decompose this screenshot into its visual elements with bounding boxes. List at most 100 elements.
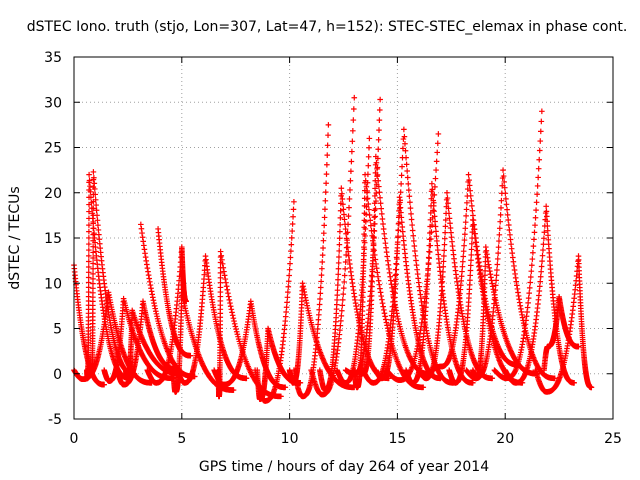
- data-point: [435, 131, 442, 137]
- data-point: [408, 216, 415, 223]
- data-point: [462, 225, 469, 232]
- data-point: [494, 256, 501, 262]
- data-point: [316, 301, 323, 308]
- data-point: [286, 266, 293, 273]
- data-point: [289, 221, 296, 227]
- data-point: [323, 180, 329, 187]
- data-point: [347, 187, 353, 193]
- data-point: [322, 206, 328, 213]
- data-point: [337, 228, 343, 235]
- data-point: [88, 194, 94, 201]
- data-point: [227, 300, 233, 306]
- data-point: [348, 158, 355, 165]
- data-point: [101, 381, 107, 388]
- data-point: [95, 222, 101, 228]
- data-series: [71, 94, 595, 404]
- data-point: [339, 302, 346, 309]
- data-point: [85, 284, 92, 291]
- data-point: [334, 287, 341, 293]
- data-point: [468, 246, 475, 253]
- data-point: [440, 263, 447, 270]
- data-point: [495, 250, 501, 256]
- data-point: [93, 207, 100, 214]
- data-point: [324, 152, 331, 158]
- data-point: [505, 217, 512, 223]
- data-point: [86, 241, 92, 247]
- data-point: [460, 253, 467, 260]
- data-point: [441, 241, 448, 248]
- data-point: [338, 313, 345, 319]
- data-point: [376, 117, 383, 123]
- data-point: [325, 122, 332, 128]
- data-point: [317, 284, 324, 291]
- data-point: [232, 323, 239, 330]
- data-point: [93, 202, 99, 208]
- data-point: [86, 253, 92, 259]
- data-point: [407, 199, 413, 206]
- data-point: [233, 326, 239, 332]
- data-point: [337, 222, 343, 228]
- data-point: [336, 248, 342, 254]
- data-point: [364, 195, 371, 202]
- data-point: [346, 204, 352, 211]
- data-point: [220, 264, 227, 271]
- data-point: [393, 266, 400, 273]
- data-point: [285, 283, 292, 290]
- data-point: [90, 231, 96, 238]
- data-point: [86, 208, 92, 215]
- data-point: [335, 276, 341, 283]
- satellite-arc: [71, 262, 107, 388]
- data-point: [319, 265, 325, 272]
- data-point: [365, 154, 372, 160]
- data-point: [320, 245, 326, 251]
- data-point: [410, 238, 417, 244]
- data-point: [335, 265, 342, 272]
- data-point: [349, 148, 355, 155]
- data-point: [287, 254, 294, 261]
- data-point: [398, 172, 405, 179]
- data-point: [90, 280, 96, 287]
- data-point: [90, 249, 96, 256]
- data-point: [290, 206, 297, 213]
- data-point: [316, 306, 323, 313]
- data-point: [86, 222, 92, 228]
- data-point: [430, 203, 437, 209]
- data-point: [288, 241, 295, 248]
- data-point: [231, 321, 238, 327]
- data-point: [342, 266, 348, 272]
- data-point: [316, 312, 322, 318]
- data-point: [495, 244, 502, 251]
- data-point: [283, 304, 290, 311]
- data-point: [379, 211, 385, 217]
- data-point: [403, 154, 409, 161]
- data-point: [433, 228, 439, 235]
- data-point: [503, 201, 510, 208]
- data-point: [347, 177, 354, 184]
- data-point: [86, 171, 92, 178]
- data-point: [90, 255, 96, 261]
- data-point: [496, 238, 502, 244]
- data-point: [340, 291, 347, 297]
- gridlines: [74, 57, 613, 419]
- data-point: [433, 167, 439, 173]
- data-point: [425, 254, 432, 261]
- data-point: [375, 137, 382, 143]
- data-point: [426, 242, 433, 249]
- data-point: [381, 310, 388, 317]
- data-point: [92, 197, 99, 203]
- data-point: [334, 292, 341, 298]
- data-point: [467, 277, 473, 284]
- data-point: [459, 268, 465, 275]
- data-point: [85, 289, 92, 295]
- data-point: [500, 167, 506, 173]
- data-point: [467, 193, 474, 199]
- data-point: [87, 189, 94, 195]
- data-point: [221, 268, 227, 275]
- data-point: [284, 299, 290, 306]
- data-point: [86, 228, 92, 235]
- data-point: [380, 303, 386, 310]
- data-point: [460, 258, 466, 265]
- data-point: [286, 272, 292, 279]
- data-point: [85, 269, 92, 276]
